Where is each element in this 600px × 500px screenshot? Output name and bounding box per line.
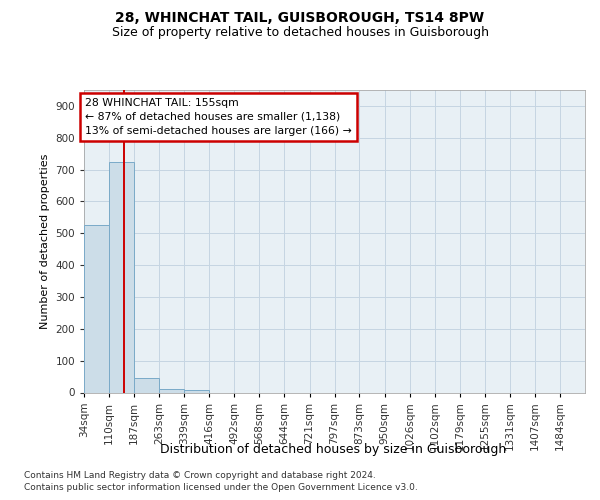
Text: Contains HM Land Registry data © Crown copyright and database right 2024.: Contains HM Land Registry data © Crown c… xyxy=(24,471,376,480)
Bar xyxy=(84,226,109,392)
Y-axis label: Number of detached properties: Number of detached properties xyxy=(40,154,50,329)
Text: 28, WHINCHAT TAIL, GUISBOROUGH, TS14 8PW: 28, WHINCHAT TAIL, GUISBOROUGH, TS14 8PW xyxy=(115,12,485,26)
Text: Contains public sector information licensed under the Open Government Licence v3: Contains public sector information licen… xyxy=(24,484,418,492)
Bar xyxy=(184,390,209,392)
Text: Distribution of detached houses by size in Guisborough: Distribution of detached houses by size … xyxy=(160,442,506,456)
Bar xyxy=(134,378,159,392)
Text: Size of property relative to detached houses in Guisborough: Size of property relative to detached ho… xyxy=(112,26,488,39)
Bar xyxy=(109,162,134,392)
Text: 28 WHINCHAT TAIL: 155sqm
← 87% of detached houses are smaller (1,138)
13% of sem: 28 WHINCHAT TAIL: 155sqm ← 87% of detach… xyxy=(85,98,352,136)
Bar xyxy=(159,388,184,392)
